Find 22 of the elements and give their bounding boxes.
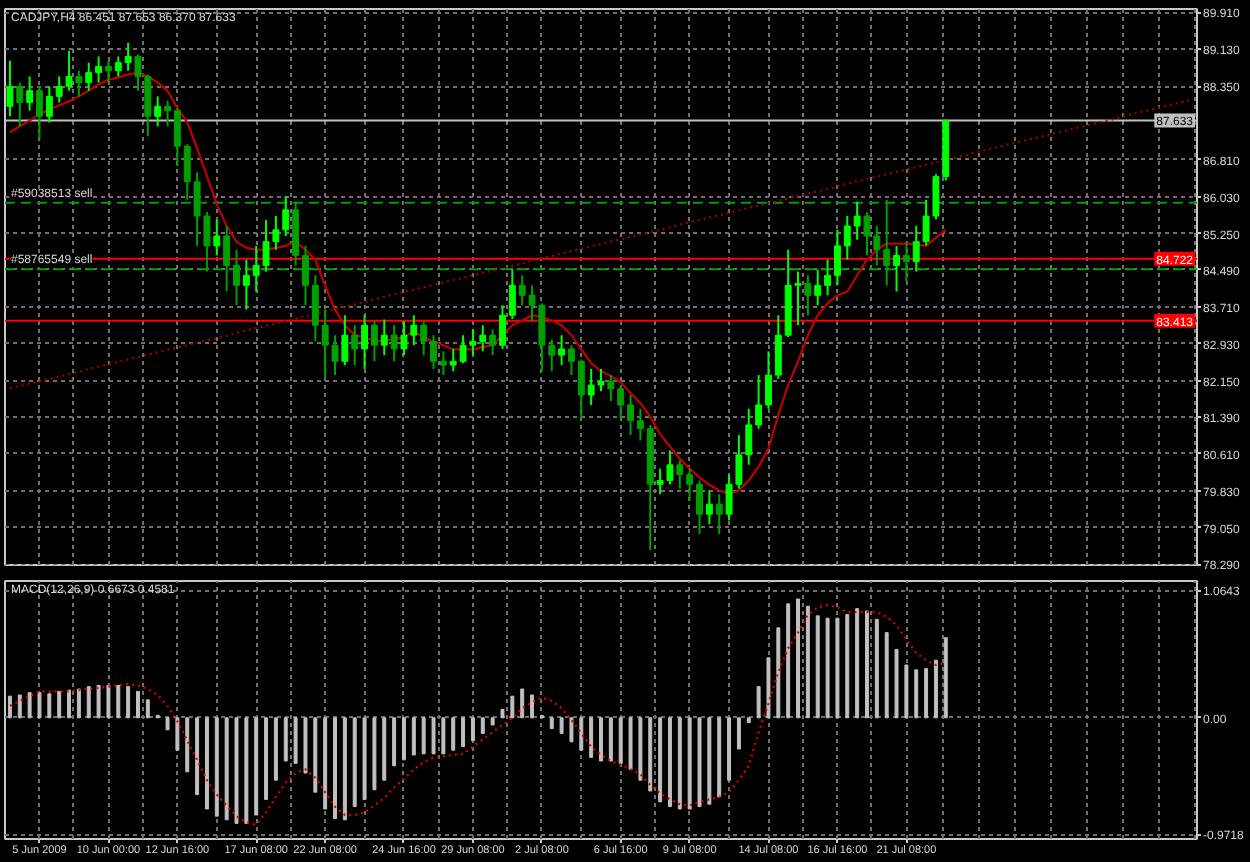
candlestick [380,318,388,357]
candlestick [341,314,349,367]
candlestick [104,59,112,84]
candlestick [893,244,900,293]
candlestick [558,334,566,367]
candlestick [6,59,14,118]
candlestick [75,69,83,98]
candlestick [36,85,43,142]
candlestick [154,95,162,128]
candlestick [370,320,378,363]
candlestick [26,75,34,112]
candlestick [705,489,713,526]
line-series [8,603,947,826]
candlestick [361,314,369,370]
candlestick [16,81,24,128]
candlestick [213,218,221,257]
candlestick [390,324,398,363]
line-series [8,98,1194,390]
candlestick [715,493,723,536]
candlestick [804,274,812,317]
candlestick [351,324,359,367]
candlestick [489,328,497,357]
